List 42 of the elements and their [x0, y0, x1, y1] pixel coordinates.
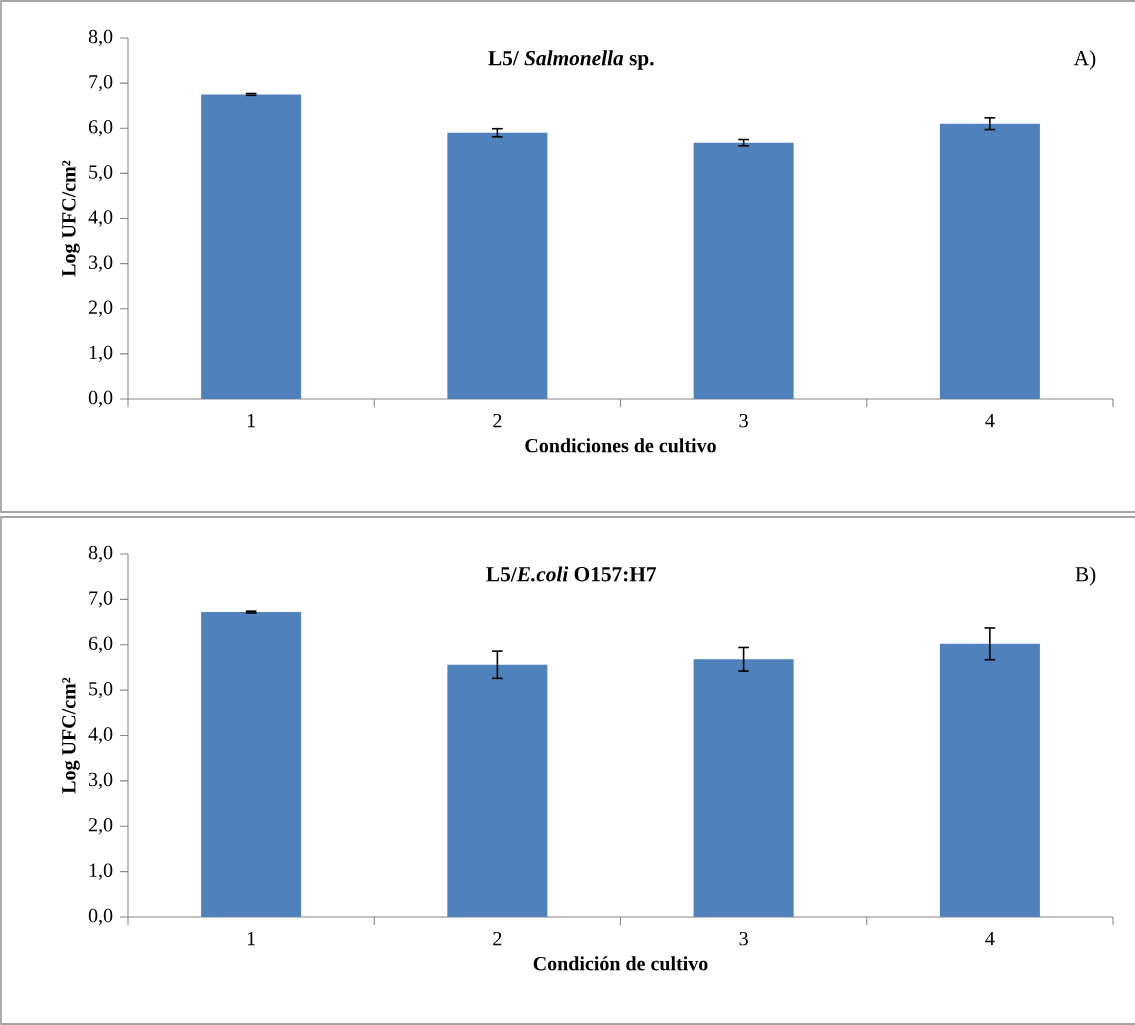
x-tick-label: 1	[247, 931, 255, 946]
y-tick-label: 8,0	[88, 545, 113, 563]
y-tick-label: 1,0	[89, 345, 113, 363]
x-tick-label: 4	[985, 413, 995, 428]
y-tick-label: 1,0	[89, 863, 113, 880]
y-tick-label: 0,0	[88, 908, 113, 926]
bar	[201, 612, 302, 917]
y-tick-label: 2,0	[88, 818, 113, 835]
x-axis-title: Condición de cultivo	[533, 956, 708, 971]
annotation: A)	[1073, 50, 1096, 70]
x-tick-label: 1	[247, 413, 255, 428]
x-tick-label: 3	[739, 931, 748, 946]
y-tick-label: 3,0	[89, 772, 113, 790]
chart-title: L5/E.coli O157:H7	[486, 566, 657, 582]
y-tick-label: 4,0	[88, 727, 113, 744]
bar	[201, 94, 302, 399]
y-tick-label: 6,0	[88, 120, 113, 137]
y-axis-title: Log UFC/cm²	[62, 160, 80, 277]
text: L5/ Salmonella sp.	[488, 50, 654, 70]
x-axis-title: Condiciones de cultivo	[525, 438, 716, 453]
y-tick-label: 2,0	[88, 300, 113, 317]
x-tick-label: 4	[985, 931, 995, 946]
bar	[447, 664, 548, 917]
x-tick-label: 2	[493, 931, 502, 946]
y-tick-label: 7,0	[89, 591, 113, 608]
y-tick-label: 7,0	[89, 74, 113, 92]
y-tick-label: 6,0	[88, 636, 113, 653]
y-axis-title: Log UFC/cm²	[62, 677, 80, 794]
x-tick-label: 3	[739, 413, 748, 428]
bar	[693, 142, 794, 399]
x-tick-label: 2	[493, 413, 502, 428]
bar	[693, 659, 794, 917]
y-tick-label: 3,0	[89, 255, 113, 272]
annotation: B)	[1075, 566, 1096, 586]
bar	[447, 132, 548, 399]
y-tick-label: 4,0	[88, 210, 113, 227]
y-tick-label: 5,0	[89, 165, 113, 182]
y-tick-label: 0,0	[88, 390, 113, 408]
y-tick-label: 8,0	[88, 29, 113, 47]
bar	[939, 123, 1040, 399]
y-tick-label: 5,0	[89, 681, 113, 699]
bar	[939, 643, 1040, 917]
